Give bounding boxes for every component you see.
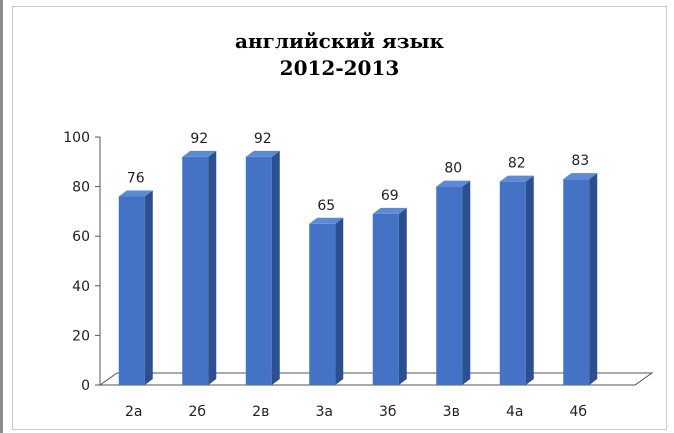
chart-title-block: английский язык 2012-2013 (12, 28, 667, 82)
data-label: 76 (127, 171, 145, 187)
bar-top (372, 207, 407, 214)
bar (118, 196, 145, 385)
data-label: 80 (444, 161, 462, 177)
bar-top (499, 175, 534, 182)
data-label: 82 (508, 156, 526, 172)
bar (499, 181, 526, 385)
bar-top (309, 217, 344, 224)
bar (436, 186, 463, 385)
bar-top (182, 150, 217, 157)
y-tick-label: 40 (72, 279, 90, 295)
bar-top (563, 173, 598, 180)
bar (563, 179, 590, 385)
x-tick-label: 4б (569, 404, 587, 420)
bar-top (245, 150, 280, 157)
x-tick-label: 3в (443, 404, 460, 420)
chart-labels: 0 20 40 60 80 100 76 2а 92 2б 92 2в 65 3а 69 3б 80 3в 82 4а… (63, 130, 589, 420)
window-edge (0, 0, 3, 433)
bar-series (118, 150, 598, 385)
bar-side (462, 180, 471, 385)
y-tick-label: 20 (72, 328, 90, 344)
x-tick-label: 3а (316, 404, 334, 420)
bar (245, 156, 272, 385)
data-label: 69 (381, 188, 399, 204)
data-label: 65 (317, 198, 335, 214)
x-tick-label: 2а (125, 404, 143, 420)
bar-side (398, 207, 407, 385)
bar (372, 213, 399, 385)
x-tick-label: 2в (252, 404, 269, 420)
bar (309, 223, 336, 385)
bar-side (589, 173, 598, 385)
y-tick-label: 80 (72, 180, 90, 196)
y-tick-label: 100 (63, 130, 90, 146)
y-tick-label: 0 (81, 378, 90, 394)
bar-top (118, 190, 153, 197)
bar-side (144, 190, 153, 385)
x-tick-label: 3б (379, 404, 397, 420)
bar (182, 156, 209, 385)
chart-title: английский язык (235, 29, 444, 53)
bar-side (525, 175, 534, 385)
bar-side (271, 150, 280, 385)
y-tick-label: 60 (72, 229, 90, 245)
x-tick-label: 2б (188, 404, 206, 420)
data-label: 83 (571, 153, 589, 169)
bar-side (335, 217, 344, 385)
bar-top (436, 180, 471, 187)
chart-subtitle: 2012-2013 (279, 56, 400, 80)
data-label: 92 (190, 131, 208, 147)
bar-side (208, 150, 217, 385)
x-tick-label: 4а (506, 404, 524, 420)
data-label: 92 (254, 131, 272, 147)
